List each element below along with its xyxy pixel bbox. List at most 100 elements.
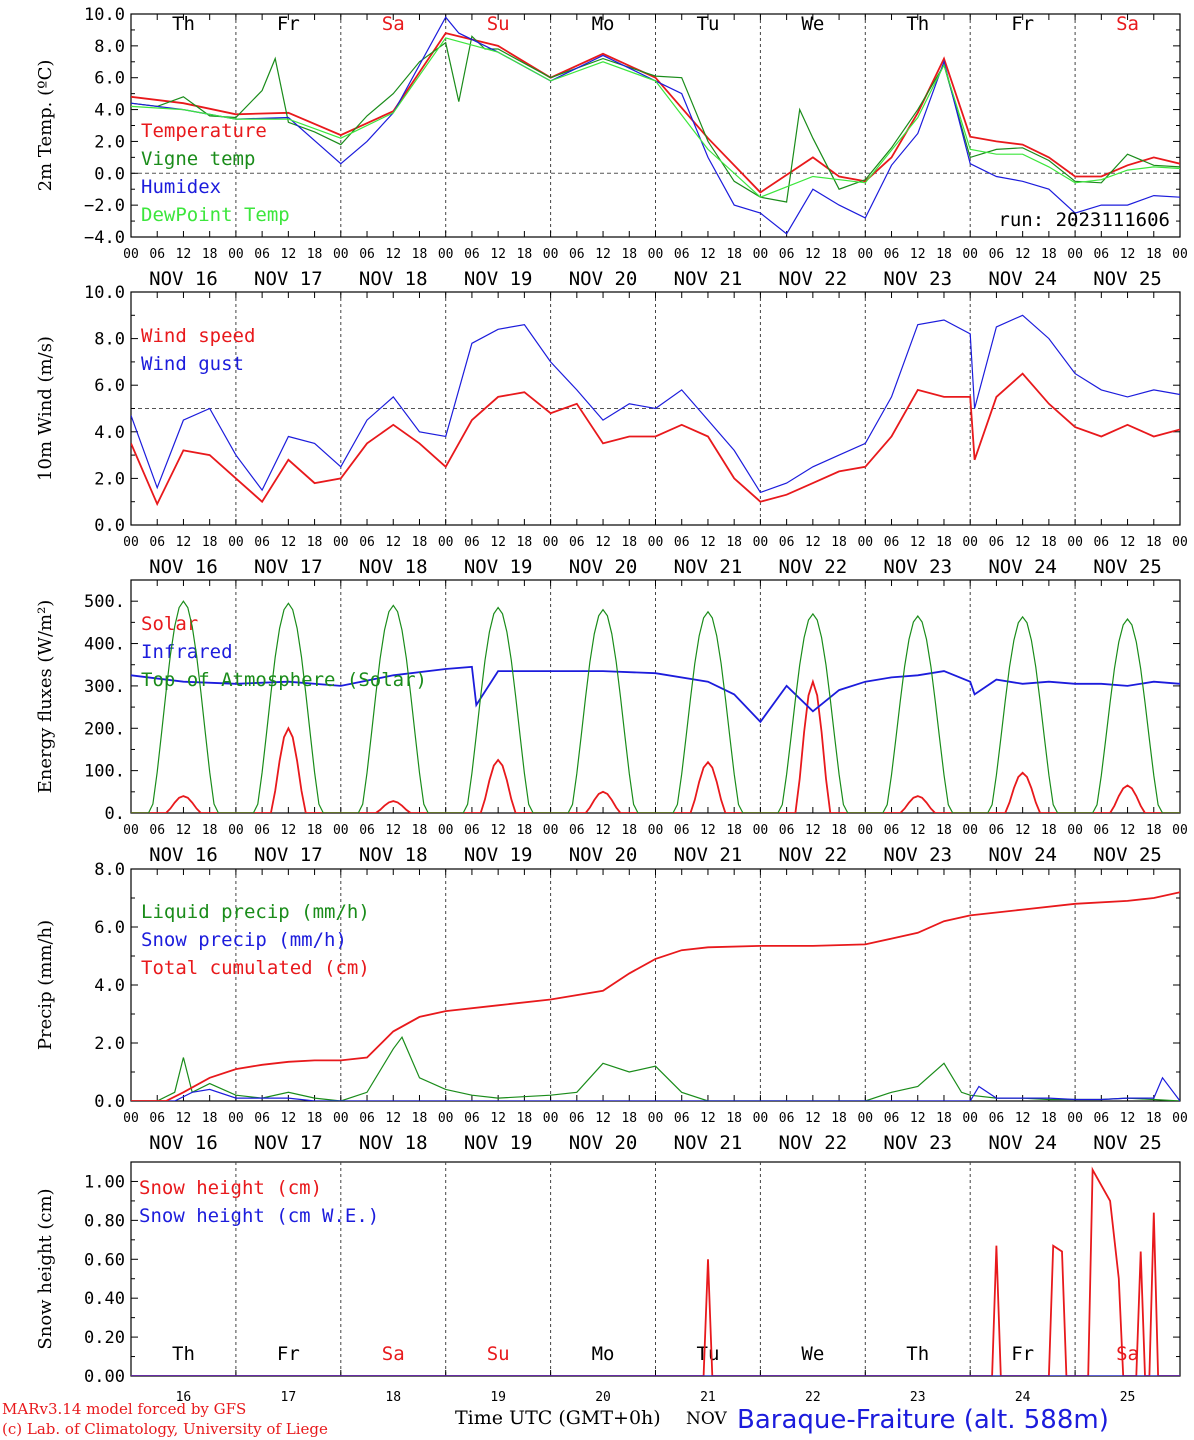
x-hour-label: 12 bbox=[490, 1111, 506, 1126]
legend-entry: DewPoint Temp bbox=[141, 204, 290, 226]
x-hour-label: 12 bbox=[700, 535, 716, 550]
x-hour-label: 06 bbox=[674, 1111, 690, 1126]
x-hour-label: 06 bbox=[149, 535, 165, 550]
x-hour-label: 18 bbox=[1146, 247, 1162, 262]
x-hour-label: 18 bbox=[831, 1111, 847, 1126]
x-date-label: NOV 23 bbox=[883, 556, 952, 578]
x-hour-label: 06 bbox=[1093, 823, 1109, 838]
x-day-number: 24 bbox=[1015, 1390, 1031, 1405]
x-hour-label: 06 bbox=[464, 247, 480, 262]
x-hour-label: 12 bbox=[595, 247, 611, 262]
x-hour-label: 12 bbox=[1120, 247, 1136, 262]
x-hour-label: 12 bbox=[1120, 535, 1136, 550]
x-day-number: 19 bbox=[490, 1390, 506, 1405]
x-date-label: NOV 22 bbox=[779, 268, 848, 290]
x-hour-label: 18 bbox=[202, 247, 218, 262]
x-date-label: NOV 18 bbox=[359, 1132, 428, 1154]
x-hour-label: 00 bbox=[123, 823, 139, 838]
x-hour-label: 06 bbox=[149, 823, 165, 838]
x-hour-label: 06 bbox=[779, 247, 795, 262]
x-hour-label: 00 bbox=[543, 535, 559, 550]
x-hour-label: 00 bbox=[228, 1111, 244, 1126]
x-hour-label: 18 bbox=[1146, 823, 1162, 838]
series-line-2 bbox=[131, 891, 1180, 1101]
x-hour-label: 18 bbox=[1146, 535, 1162, 550]
x-date-label: NOV 20 bbox=[569, 268, 638, 290]
x-hour-label: 12 bbox=[595, 1111, 611, 1126]
x-hour-label: 00 bbox=[648, 823, 664, 838]
x-hour-label: 18 bbox=[202, 823, 218, 838]
x-date-label: NOV 19 bbox=[464, 844, 533, 866]
weekday-label: Mo bbox=[592, 13, 615, 35]
x-date-label: NOV 17 bbox=[254, 1132, 323, 1154]
month-label: NOV bbox=[686, 1409, 728, 1429]
x-hour-label: 12 bbox=[910, 535, 926, 550]
y-tick-label: 2.0 bbox=[94, 469, 125, 489]
panels: 10.0 8.0 6.0 4.0 2.0 0.0 −2.0 −4.0 2m Temp. (ºC)… bbox=[35, 5, 1188, 1405]
x-date-label: NOV 19 bbox=[464, 556, 533, 578]
x-hour-label: 12 bbox=[910, 823, 926, 838]
x-hour-label: 12 bbox=[490, 247, 506, 262]
x-date-label: NOV 19 bbox=[464, 1132, 533, 1154]
x-hour-label: 06 bbox=[464, 1111, 480, 1126]
x-hour-label: 06 bbox=[254, 823, 270, 838]
weekday-label: Sa bbox=[382, 1343, 405, 1365]
x-hour-label: 12 bbox=[1015, 823, 1031, 838]
legend-entry: Temperature bbox=[141, 120, 267, 142]
y-tick-label: 100. bbox=[84, 762, 125, 782]
x-hour-label: 18 bbox=[1041, 535, 1057, 550]
x-date-label: NOV 17 bbox=[254, 844, 323, 866]
run-label: run: 2023111606 bbox=[998, 209, 1170, 231]
x-hour-label: 00 bbox=[648, 535, 664, 550]
legend-entry: Total cumulated (cm) bbox=[141, 957, 370, 979]
x-hour-label: 06 bbox=[359, 247, 375, 262]
x-hour-label: 12 bbox=[176, 535, 192, 550]
weekday-label: Sa bbox=[1116, 1343, 1139, 1365]
x-hour-label: 12 bbox=[385, 247, 401, 262]
x-hour-label: 00 bbox=[123, 247, 139, 262]
x-day-number: 20 bbox=[595, 1390, 611, 1405]
x-hour-label: 12 bbox=[281, 535, 297, 550]
x-hour-label: 06 bbox=[464, 535, 480, 550]
x-date-label: NOV 25 bbox=[1093, 556, 1162, 578]
x-hour-label: 18 bbox=[1146, 1111, 1162, 1126]
x-date-label: NOV 18 bbox=[359, 268, 428, 290]
weekday-label: Su bbox=[487, 1343, 510, 1365]
model-credit: MARv3.14 model forced by GFS bbox=[2, 1400, 246, 1418]
x-hour-label: 00 bbox=[753, 247, 769, 262]
y-tick-label: 400. bbox=[84, 635, 125, 655]
x-hour-label: 06 bbox=[359, 823, 375, 838]
series-line-1 bbox=[131, 665, 1180, 724]
x-hour-label: 06 bbox=[254, 247, 270, 262]
x-hour-label: 00 bbox=[543, 247, 559, 262]
legend-entry: Top of Atmosphere (Solar) bbox=[141, 669, 427, 691]
legend-entry: Vigne temp bbox=[141, 148, 255, 170]
y-tick-label: 2.0 bbox=[94, 132, 125, 152]
y-tick-label: 8.0 bbox=[94, 860, 125, 880]
x-hour-label: 18 bbox=[726, 247, 742, 262]
panel-4: 8.0 6.0 4.0 2.0 0.0 Precip (mm/h) 00 06 12 18 00 06… bbox=[35, 860, 1188, 1154]
x-hour-label: 12 bbox=[385, 535, 401, 550]
x-date-label: NOV 22 bbox=[779, 844, 848, 866]
x-hour-label: 12 bbox=[176, 823, 192, 838]
legend-entry: Humidex bbox=[141, 176, 221, 198]
x-date-label: NOV 19 bbox=[464, 268, 533, 290]
series-line-1 bbox=[131, 314, 1180, 494]
y-tick-label: −2.0 bbox=[84, 196, 125, 216]
x-hour-label: 12 bbox=[1015, 535, 1031, 550]
x-date-label: NOV 20 bbox=[569, 844, 638, 866]
x-hour-label: 18 bbox=[831, 535, 847, 550]
x-hour-label: 06 bbox=[254, 535, 270, 550]
x-date-label: NOV 16 bbox=[149, 1132, 218, 1154]
x-hour-label: 12 bbox=[805, 247, 821, 262]
x-hour-label: 18 bbox=[726, 1111, 742, 1126]
legend-entry: Snow height (cm) bbox=[139, 1177, 322, 1199]
x-date-label: NOV 23 bbox=[883, 844, 952, 866]
x-date-label: NOV 24 bbox=[988, 1132, 1057, 1154]
x-date-label: NOV 17 bbox=[254, 268, 323, 290]
x-hour-label: 12 bbox=[805, 823, 821, 838]
x-hour-label: 12 bbox=[700, 823, 716, 838]
weekday-label: Fr bbox=[1011, 13, 1034, 35]
x-hour-label: 00 bbox=[438, 1111, 454, 1126]
series-line-0 bbox=[131, 32, 1180, 194]
